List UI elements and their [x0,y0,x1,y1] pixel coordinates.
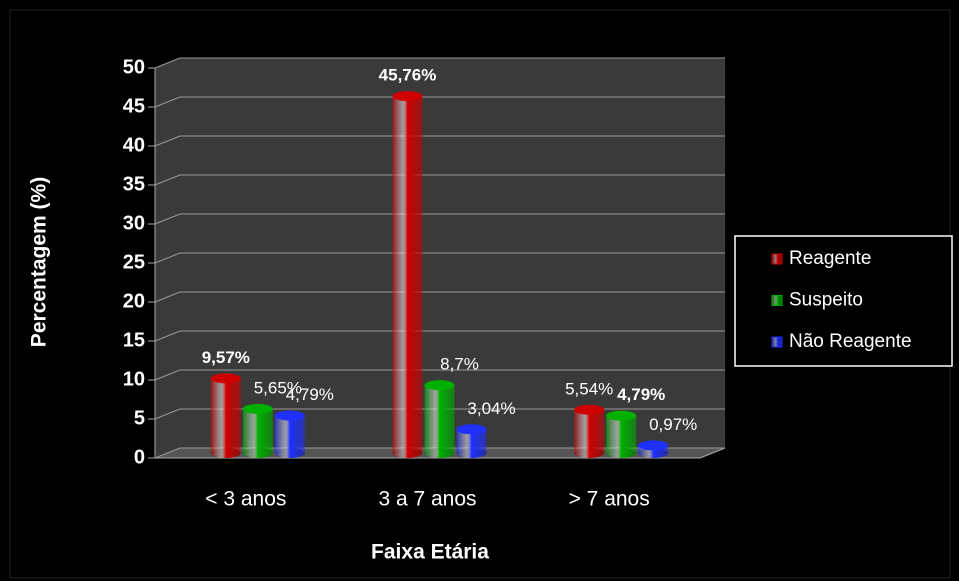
legend-label: Reagente [789,248,871,269]
bar [424,385,455,458]
bar-top [638,440,669,451]
bar-top [456,424,487,435]
bar [606,415,637,458]
value-label: 5,54% [565,379,613,398]
grid-line [154,330,181,342]
y-tick-label: 25 [123,251,145,273]
x-tick-label: < 3 anos [205,488,286,511]
value-label: 8,7% [440,355,479,374]
legend-marker [771,295,783,306]
bar [242,408,273,458]
grid-line [154,135,181,147]
floor-edge [699,447,726,459]
grid-line [154,174,181,186]
y-tick-label: 50 [123,56,145,78]
y-tick-label: 20 [123,290,145,312]
y-tick-label: 0 [134,446,145,468]
value-label: 0,97% [649,415,697,434]
value-label: 45,76% [379,66,437,85]
grid-line [154,96,181,108]
bar [274,415,305,458]
legend [734,235,953,367]
value-label: 9,57% [202,348,250,367]
legend-label: Não Reagente [789,331,912,352]
legend-marker [771,336,783,348]
y-tick-label: 35 [123,173,145,195]
y-tick-label: 5 [134,407,145,429]
y-axis-label: Percentagem (%) [28,177,51,347]
y-tick-label: 30 [123,212,145,234]
bar [210,378,241,458]
x-tick-label: 3 a 7 anos [378,488,476,511]
plot-wall [155,58,725,458]
grid-line [154,57,181,69]
bar-top [242,403,273,414]
grid-line [154,447,181,459]
bar-top [392,91,423,102]
bar-top [274,410,305,421]
legend-marker [771,253,783,265]
y-tick-label: 40 [123,134,145,156]
grid-line [154,213,181,225]
bar-top [606,410,637,421]
value-label: 4,79% [286,385,334,404]
x-axis-label: Faixa Etária [371,541,489,564]
bar-top [574,404,605,415]
bar [456,429,487,458]
y-tick-label: 10 [123,368,145,390]
y-tick-label: 45 [123,95,145,117]
value-label: 5,65% [254,378,302,397]
x-tick-label: > 7 anos [569,488,650,511]
bar [574,409,605,458]
grid-line [154,408,181,420]
bar-top [424,380,455,391]
value-label: 3,04% [467,399,515,418]
bar-top [210,373,241,384]
grid-line [154,369,181,381]
legend-label: Suspeito [789,290,863,311]
grid-line [154,291,181,303]
y-tick-label: 15 [123,329,145,351]
grid-line [154,252,181,264]
bar [392,96,423,459]
value-label: 4,79% [617,385,665,404]
